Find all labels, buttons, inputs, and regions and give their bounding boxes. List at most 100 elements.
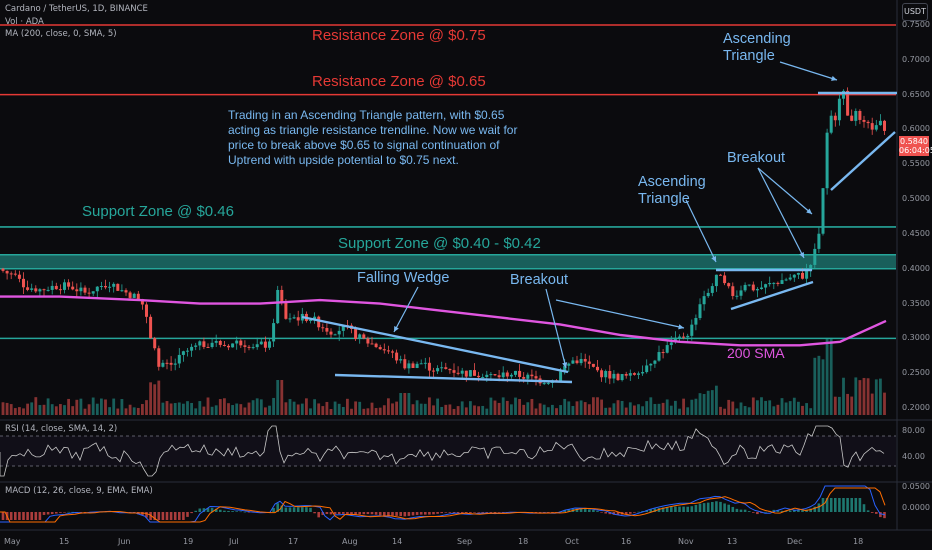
candle-body — [366, 338, 370, 344]
volume-bar — [83, 408, 87, 415]
macd-histogram-bar — [805, 509, 808, 512]
macd-histogram-bar — [682, 506, 685, 512]
ma-legend: MA (200, close, 0, SMA, 5) — [5, 29, 117, 39]
volume-bar — [243, 407, 247, 415]
volume-bar — [551, 404, 554, 415]
macd-histogram-bar — [809, 508, 812, 512]
macd-histogram-bar — [198, 508, 202, 512]
volume-bar — [694, 398, 698, 415]
candle-body — [534, 376, 538, 379]
macd-histogram-bar — [497, 512, 501, 513]
candle-body — [616, 373, 620, 381]
macd-axis-label: 0.0000 — [902, 503, 930, 512]
macd-histogram-bar — [284, 507, 288, 512]
candle-body — [481, 376, 485, 378]
candle-body — [837, 98, 841, 121]
macd-histogram-bar — [649, 509, 653, 512]
macd-histogram-bar — [14, 512, 17, 520]
volume-bar — [608, 407, 612, 415]
volume-bar — [350, 408, 353, 415]
volume-bar — [460, 401, 464, 415]
macd-histogram-bar — [624, 512, 628, 515]
volume-bar — [9, 404, 13, 415]
volume-bar — [59, 404, 62, 415]
candle-body — [805, 270, 809, 279]
volume-bar — [218, 399, 222, 415]
volume-bar — [522, 404, 526, 415]
macd-histogram-bar — [670, 506, 673, 512]
macd-histogram-bar — [793, 509, 796, 512]
symbol-title: Cardano / TetherUS, 1D, BINANCE — [5, 4, 148, 14]
volume-bar — [452, 408, 456, 415]
candle-body — [579, 358, 583, 364]
volume-bar — [399, 393, 403, 415]
volume-bar — [91, 397, 95, 415]
volume-bar — [63, 405, 66, 415]
macd-histogram-bar — [280, 505, 284, 512]
currency-button[interactable]: USDT — [902, 3, 928, 21]
candle-body — [497, 375, 501, 378]
time-axis-label: 16 — [621, 537, 632, 546]
macd-histogram-bar — [317, 512, 320, 518]
ascending-triangle-top-line2: Triangle — [723, 48, 775, 64]
macd-histogram-bar — [448, 512, 452, 513]
volume-bar — [497, 402, 501, 415]
arrow-breakout-low — [545, 288, 567, 369]
candle-body — [222, 344, 226, 346]
ascending-triangle-top-support — [830, 131, 896, 191]
candle-body — [325, 327, 329, 332]
candle-body — [694, 318, 698, 325]
macd-histogram-bar — [469, 512, 472, 513]
candle-body — [235, 340, 239, 344]
macd-histogram-bar — [674, 506, 677, 512]
candle-body — [661, 352, 665, 354]
volume-bar — [456, 406, 460, 415]
candle-body — [624, 374, 628, 376]
volume-bar — [214, 405, 218, 415]
volume-bar — [1, 402, 5, 415]
volume-bar — [485, 408, 489, 415]
macd-histogram-bar — [194, 510, 197, 512]
volume-bar — [202, 406, 206, 415]
candle-body — [587, 361, 591, 364]
candle-body — [776, 282, 780, 284]
macd-histogram-bar — [55, 512, 58, 514]
volume-bar — [678, 408, 681, 415]
macd-histogram-bar — [350, 512, 353, 515]
candle-body — [731, 286, 735, 297]
price-axis-label: 0.3500 — [902, 298, 930, 308]
volume-bar — [665, 399, 669, 415]
volume-bar — [735, 408, 739, 415]
macd-histogram-bar — [178, 512, 181, 520]
macd-histogram-bar — [358, 512, 361, 515]
candle-body — [276, 289, 280, 324]
candle-body — [374, 343, 378, 348]
arrow-breakout-low-2 — [555, 299, 685, 329]
volume-bar — [206, 397, 210, 415]
candle-body — [460, 370, 464, 374]
volume-bar — [223, 398, 226, 415]
ascending-triangle-top-label: Ascending Triangle — [723, 31, 791, 65]
candle-body — [206, 346, 210, 348]
volume-bar — [473, 405, 476, 415]
macd-histogram-bar — [633, 512, 636, 513]
volume-bar — [132, 407, 136, 415]
candle-body — [415, 363, 419, 368]
volume-bar — [362, 408, 366, 415]
candle-body — [719, 274, 722, 276]
candle-body — [280, 289, 284, 303]
candle-body — [698, 304, 702, 319]
candle-body — [71, 286, 75, 290]
macd-histogram-bar — [723, 503, 726, 512]
volume-bar — [87, 404, 91, 415]
macd-histogram-bar — [825, 498, 829, 512]
macd-histogram-bar — [801, 510, 804, 512]
candle-body — [354, 328, 358, 339]
candle-body — [210, 342, 214, 348]
volume-bar — [555, 408, 558, 415]
volume-bar — [415, 400, 419, 415]
macd-histogram-bar — [600, 512, 603, 513]
macd-histogram-bar — [694, 504, 698, 512]
macd-histogram-bar — [538, 512, 542, 513]
